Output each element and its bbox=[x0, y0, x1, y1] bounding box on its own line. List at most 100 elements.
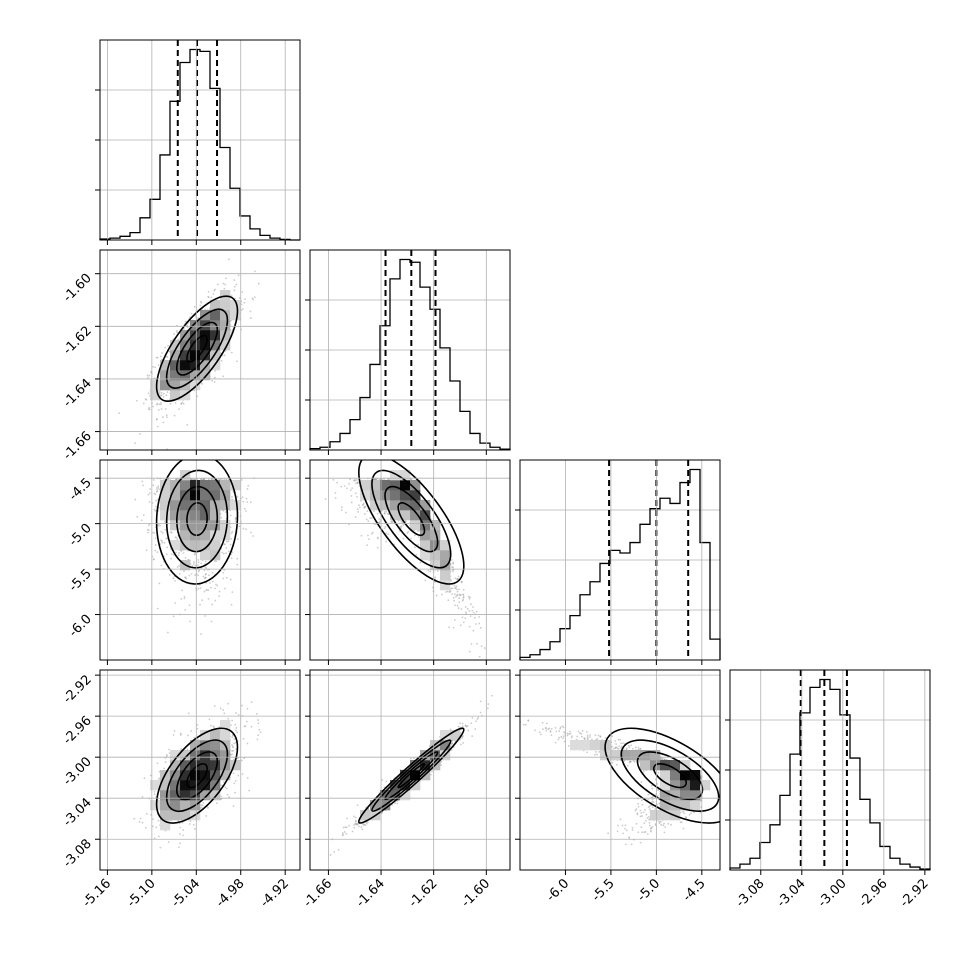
sample-point bbox=[210, 478, 213, 480]
density-cell bbox=[160, 510, 171, 521]
sample-point bbox=[246, 501, 249, 503]
y-tick-label: -1.64 bbox=[60, 376, 94, 410]
sample-point bbox=[118, 412, 121, 415]
sample-point bbox=[190, 312, 193, 315]
sample-point bbox=[196, 564, 199, 567]
sample-point bbox=[332, 478, 335, 481]
sample-point bbox=[479, 626, 482, 629]
sample-point bbox=[227, 258, 230, 261]
sample-point bbox=[167, 478, 170, 481]
sample-point bbox=[410, 478, 413, 481]
sample-point bbox=[473, 616, 476, 619]
sample-point bbox=[207, 290, 210, 293]
sample-point bbox=[349, 489, 352, 492]
density-cell bbox=[200, 550, 211, 561]
sample-point bbox=[475, 623, 477, 625]
x-tick-label: -3.08 bbox=[733, 876, 767, 910]
sample-point bbox=[214, 587, 216, 590]
density-cell bbox=[190, 510, 201, 521]
sample-point bbox=[383, 527, 386, 530]
sample-point bbox=[245, 528, 248, 531]
sample-point bbox=[174, 602, 177, 604]
sample-point bbox=[225, 552, 228, 555]
sample-point bbox=[156, 490, 159, 493]
x-tick-label: -2.96 bbox=[856, 876, 890, 910]
sample-point bbox=[160, 394, 163, 397]
density-cell bbox=[170, 360, 181, 371]
density-cell bbox=[210, 310, 221, 321]
sample-point bbox=[199, 300, 202, 303]
sample-point bbox=[377, 536, 379, 539]
density-frame-0-1 bbox=[99, 249, 301, 451]
sample-point bbox=[148, 492, 151, 495]
sample-point bbox=[340, 485, 343, 488]
sample-point bbox=[175, 330, 178, 332]
density-cell bbox=[230, 310, 241, 321]
sample-point bbox=[348, 482, 351, 485]
contour-level bbox=[155, 460, 239, 585]
sample-point bbox=[233, 289, 236, 292]
sample-point bbox=[225, 540, 228, 543]
sample-point bbox=[204, 615, 207, 617]
sample-point bbox=[190, 573, 193, 575]
sample-point bbox=[155, 418, 158, 421]
sample-point bbox=[225, 577, 228, 579]
sample-point bbox=[174, 401, 177, 404]
density-cell bbox=[160, 360, 171, 371]
sample-point bbox=[356, 482, 359, 485]
sample-point bbox=[214, 599, 217, 602]
sample-point bbox=[456, 590, 459, 593]
density-cell bbox=[180, 520, 191, 531]
sample-point bbox=[238, 297, 241, 299]
sample-point bbox=[472, 629, 475, 632]
sample-point bbox=[174, 579, 177, 582]
density-cell bbox=[210, 320, 221, 331]
sample-point bbox=[483, 647, 486, 649]
density-cell bbox=[210, 520, 221, 531]
sample-point bbox=[478, 655, 481, 658]
sample-point bbox=[172, 615, 175, 618]
sample-point bbox=[199, 304, 202, 307]
sample-point bbox=[370, 517, 373, 519]
sample-point bbox=[154, 544, 157, 546]
sample-point bbox=[229, 514, 232, 517]
density-cell bbox=[160, 370, 171, 381]
sample-point bbox=[206, 588, 209, 591]
sample-point bbox=[407, 530, 410, 533]
sample-point bbox=[230, 557, 233, 560]
sample-point bbox=[406, 532, 409, 535]
sample-point bbox=[201, 599, 204, 602]
sample-point bbox=[177, 554, 180, 557]
sample-point bbox=[181, 401, 184, 404]
density-cell bbox=[190, 540, 201, 551]
density-cell bbox=[160, 500, 171, 511]
sample-point bbox=[334, 491, 337, 494]
sample-point bbox=[184, 557, 187, 559]
sample-point bbox=[199, 603, 201, 606]
sample-point bbox=[240, 479, 243, 481]
y-tick-label: -1.60 bbox=[60, 271, 94, 305]
sample-point bbox=[414, 534, 416, 537]
density-cell bbox=[170, 510, 181, 521]
sample-point bbox=[446, 590, 449, 593]
density-cell bbox=[180, 510, 191, 521]
sample-point bbox=[141, 480, 144, 483]
sample-point bbox=[376, 512, 379, 515]
sample-point bbox=[450, 587, 453, 590]
sample-point bbox=[391, 521, 394, 524]
sample-point bbox=[461, 581, 463, 583]
sample-point bbox=[390, 521, 392, 523]
sample-point bbox=[251, 297, 254, 300]
sample-point bbox=[183, 597, 186, 600]
sample-point bbox=[158, 582, 161, 585]
sample-point bbox=[217, 283, 219, 286]
sample-point bbox=[451, 559, 453, 561]
sample-point bbox=[384, 525, 387, 528]
histogram-step-0 bbox=[99, 48, 300, 241]
histogram-panel-2 bbox=[515, 460, 721, 660]
sample-point bbox=[243, 301, 246, 304]
sample-point bbox=[249, 310, 252, 313]
sample-point bbox=[246, 488, 249, 490]
sample-point bbox=[161, 352, 163, 354]
